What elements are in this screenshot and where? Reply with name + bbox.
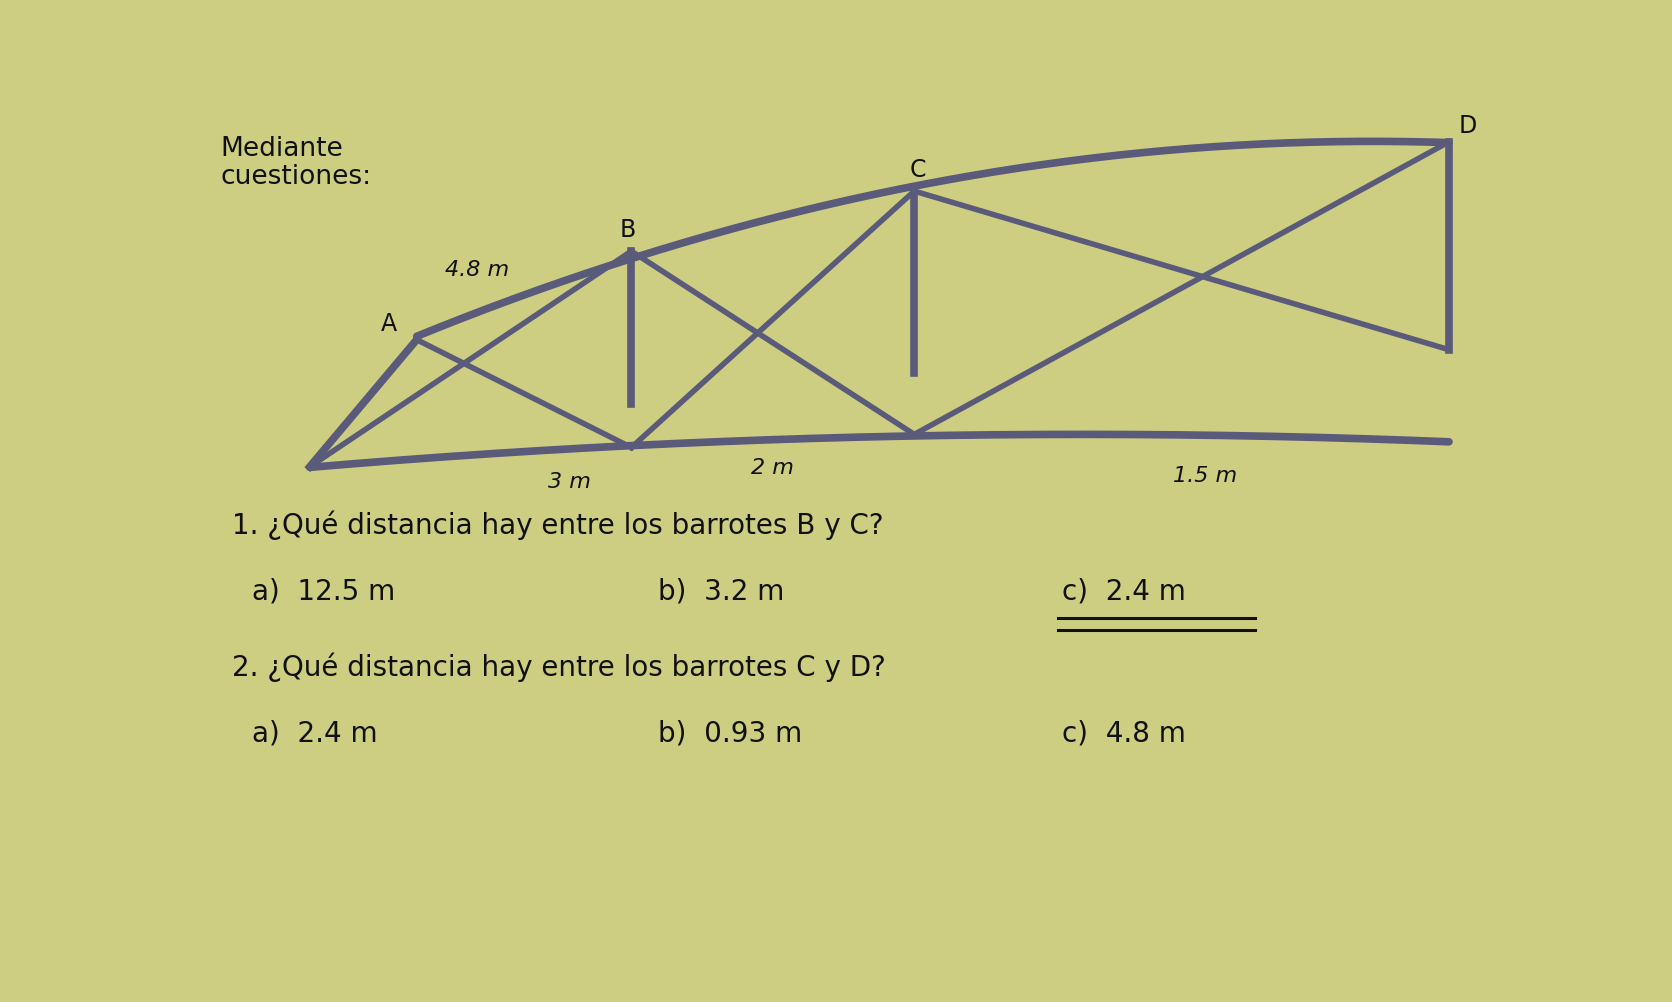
Text: C: C [910, 158, 926, 181]
Text: 3 m: 3 m [548, 472, 590, 492]
Text: 1. ¿Qué distancia hay entre los barrotes B y C?: 1. ¿Qué distancia hay entre los barrotes… [232, 510, 884, 540]
Text: Mediante: Mediante [221, 135, 343, 161]
Text: cuestiones:: cuestiones: [221, 164, 371, 190]
Text: a)  12.5 m: a) 12.5 m [251, 577, 395, 605]
Text: b)  0.93 m: b) 0.93 m [659, 719, 803, 747]
Text: a)  2.4 m: a) 2.4 m [251, 719, 378, 747]
Text: 2 m: 2 m [751, 459, 794, 478]
Text: b)  3.2 m: b) 3.2 m [659, 577, 784, 605]
Text: c)  4.8 m: c) 4.8 m [1062, 719, 1185, 747]
Text: 2. ¿Qué distancia hay entre los barrotes C y D?: 2. ¿Qué distancia hay entre los barrotes… [232, 652, 886, 682]
Text: D: D [1458, 114, 1476, 138]
Text: B: B [619, 217, 635, 241]
Text: 4.8 m: 4.8 m [445, 261, 510, 281]
Text: c)  2.4 m: c) 2.4 m [1062, 577, 1185, 605]
Text: 1.5 m: 1.5 m [1172, 466, 1237, 486]
Text: A: A [381, 312, 398, 336]
